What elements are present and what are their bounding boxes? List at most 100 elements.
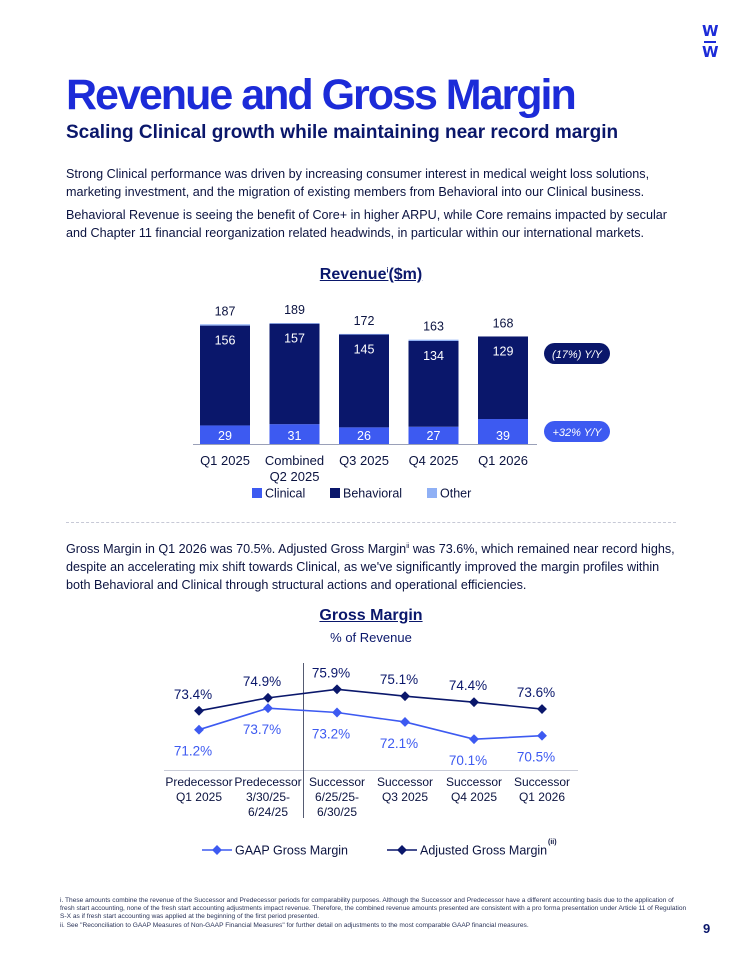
bar-other [408, 339, 459, 341]
page-subtitle: Scaling Clinical growth while maintainin… [66, 122, 619, 143]
gaap-value-label: 72.1% [380, 736, 418, 751]
x-tick-label: Q3 2025 [339, 453, 389, 468]
bar-clinical [408, 426, 459, 444]
revenue-title-suffix: ($m) [388, 266, 423, 283]
gaap-point [194, 724, 204, 735]
revenue-chart-title: Revenuei($m) [0, 266, 742, 284]
page-title: Revenue and Gross Margin [66, 71, 577, 119]
bar-clinical [200, 425, 250, 444]
bar-behavioral [408, 340, 459, 427]
adjusted-value-label: 74.9% [243, 674, 281, 689]
x-tick-label: 6/30/25 [317, 805, 357, 819]
bar-behavioral [200, 325, 250, 426]
gaap-value-label: 71.2% [174, 744, 212, 759]
gaap-point [332, 707, 342, 718]
clinical-value-label: 31 [288, 429, 302, 443]
legend-swatch-behavioral [330, 488, 340, 498]
logo-letter-bottom: W [702, 43, 719, 61]
clinical-value-label: 26 [357, 429, 371, 443]
legend-marker [397, 845, 407, 855]
adjusted-value-label: 74.4% [449, 678, 487, 693]
gross-margin-chart-title: Gross Margin [319, 607, 423, 624]
clinical-value-label: 27 [427, 429, 441, 443]
clinical-paragraph: Strong Clinical performance was driven b… [66, 167, 650, 199]
x-tick-label: Q1 2025 [200, 453, 250, 468]
gm-para-text-a: Gross Margin in Q1 2026 was 70.5%. Adjus… [66, 542, 407, 557]
clinical-value-label: 29 [218, 429, 232, 443]
clinical-value-label: 39 [496, 429, 510, 443]
gaap-point [400, 717, 410, 727]
legend-label-other: Other [440, 487, 471, 501]
legend-label: Adjusted Gross Margin [420, 844, 547, 858]
bar-behavioral [339, 334, 389, 428]
legend-label: GAAP Gross Margin [235, 844, 348, 858]
bar-clinical [478, 419, 528, 444]
adjusted-series-line [198, 688, 543, 712]
x-tick-label: Predecessor [165, 775, 232, 789]
x-tick-label: Q1 2026 [519, 790, 565, 804]
total-value-label: 172 [354, 314, 375, 328]
bar-clinical [339, 427, 389, 444]
gaap-point [469, 734, 479, 745]
legend-label-behavioral: Behavioral [343, 487, 402, 501]
behavioral-value-label: 134 [423, 349, 444, 363]
x-tick-label: Successor [309, 775, 365, 789]
adjusted-point [263, 692, 273, 703]
badge-pill [544, 343, 610, 364]
behavioral-value-label: 145 [354, 343, 375, 357]
x-tick-label: Q1 2026 [478, 453, 528, 468]
x-tick-label: Successor [446, 775, 502, 789]
footnotes: i. These amounts combine the revenue of … [60, 897, 690, 930]
gaap-value-label: 70.5% [517, 750, 555, 765]
gaap-point [537, 730, 547, 741]
legend-swatch-other [427, 488, 437, 498]
footnote-ii: ii. See "Reconciliation to GAAP Measures… [60, 921, 529, 929]
badge-text: +32% Y/Y [552, 427, 602, 439]
total-value-label: 168 [493, 316, 514, 330]
adjusted-point [537, 704, 547, 715]
total-value-label: 163 [423, 320, 444, 334]
x-tick-label: Predecessor [234, 775, 301, 789]
adjusted-value-label: 73.6% [517, 685, 555, 700]
total-value-label: 187 [215, 304, 236, 318]
adjusted-point [400, 691, 410, 702]
gaap-point [263, 703, 273, 714]
footnote-i: i. These amounts combine the revenue of … [60, 897, 687, 921]
revenue-title-text: Revenue [319, 266, 387, 283]
gm-para-text-b: was 73.6%, which remained near record hi… [66, 542, 675, 593]
total-value-label: 189 [284, 303, 305, 317]
bar-behavioral [269, 323, 320, 425]
gaap-value-label: 73.2% [312, 727, 350, 742]
gaap-value-label: 73.7% [243, 722, 281, 737]
x-tick-label: 6/25/25- [315, 790, 359, 804]
bar-other [339, 333, 389, 335]
adjusted-point [332, 684, 342, 695]
adjusted-value-label: 75.9% [312, 665, 350, 680]
revenue-title-sup: i [386, 267, 389, 275]
gaap-value-label: 70.1% [449, 753, 487, 768]
x-tick-label: 6/24/25 [248, 805, 288, 819]
legend-swatch-clinical [252, 488, 262, 498]
bar-other [269, 323, 320, 324]
x-tick-label: Successor [377, 775, 433, 789]
gross-margin-chart-subtitle: % of Revenue [330, 630, 412, 645]
x-tick-label: Q4 2025 [451, 790, 497, 804]
gm-para-sup: ii [406, 543, 410, 550]
behavioral-paragraph: Behavioral Revenue is seeing the benefit… [66, 208, 667, 240]
behavioral-value-label: 129 [493, 344, 514, 358]
x-tick-label: Q2 2025 [270, 469, 320, 484]
behavioral-yoy-badge: (17%) Y/Y [544, 343, 610, 364]
adjusted-value-label: 75.1% [380, 672, 418, 687]
x-tick-label: Q3 2025 [382, 790, 428, 804]
bar-clinical [269, 424, 320, 444]
x-tick-label: Successor [514, 775, 570, 789]
legend-gaap: GAAP Gross Margin [202, 844, 348, 858]
bar-other [200, 324, 250, 326]
adjusted-value-label: 73.4% [174, 687, 212, 702]
legend-label-clinical: Clinical [265, 487, 305, 501]
x-tick-label: 3/30/25- [246, 790, 290, 804]
section-divider [66, 522, 676, 523]
legend-marker [212, 845, 222, 855]
gaap-series-line [198, 707, 543, 740]
